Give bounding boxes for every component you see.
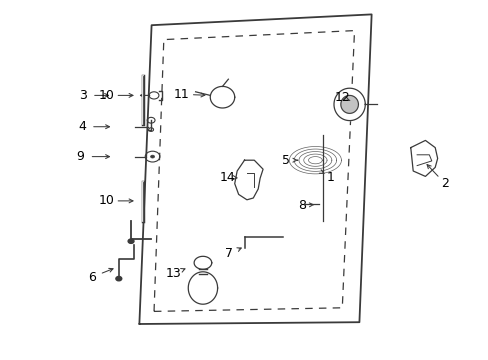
Polygon shape [333,88,365,121]
Text: 12: 12 [334,91,349,104]
Text: 2: 2 [440,177,448,190]
Text: 11: 11 [174,88,189,101]
Polygon shape [410,140,437,176]
Text: 4: 4 [78,120,86,133]
Text: 3: 3 [79,89,87,102]
Polygon shape [234,160,263,200]
Text: 13: 13 [165,267,181,280]
Text: 9: 9 [77,150,84,163]
Circle shape [128,239,134,243]
Circle shape [150,155,154,158]
Text: 14: 14 [219,171,235,184]
Polygon shape [210,86,234,108]
Polygon shape [188,272,217,304]
Text: 6: 6 [88,271,96,284]
Text: 1: 1 [326,171,334,184]
Circle shape [116,276,122,281]
Text: 5: 5 [282,154,289,167]
Text: 8: 8 [298,199,305,212]
Text: 10: 10 [99,89,114,102]
Text: 10: 10 [99,194,114,207]
Polygon shape [194,256,211,269]
Text: 7: 7 [224,247,232,260]
Polygon shape [340,95,358,113]
